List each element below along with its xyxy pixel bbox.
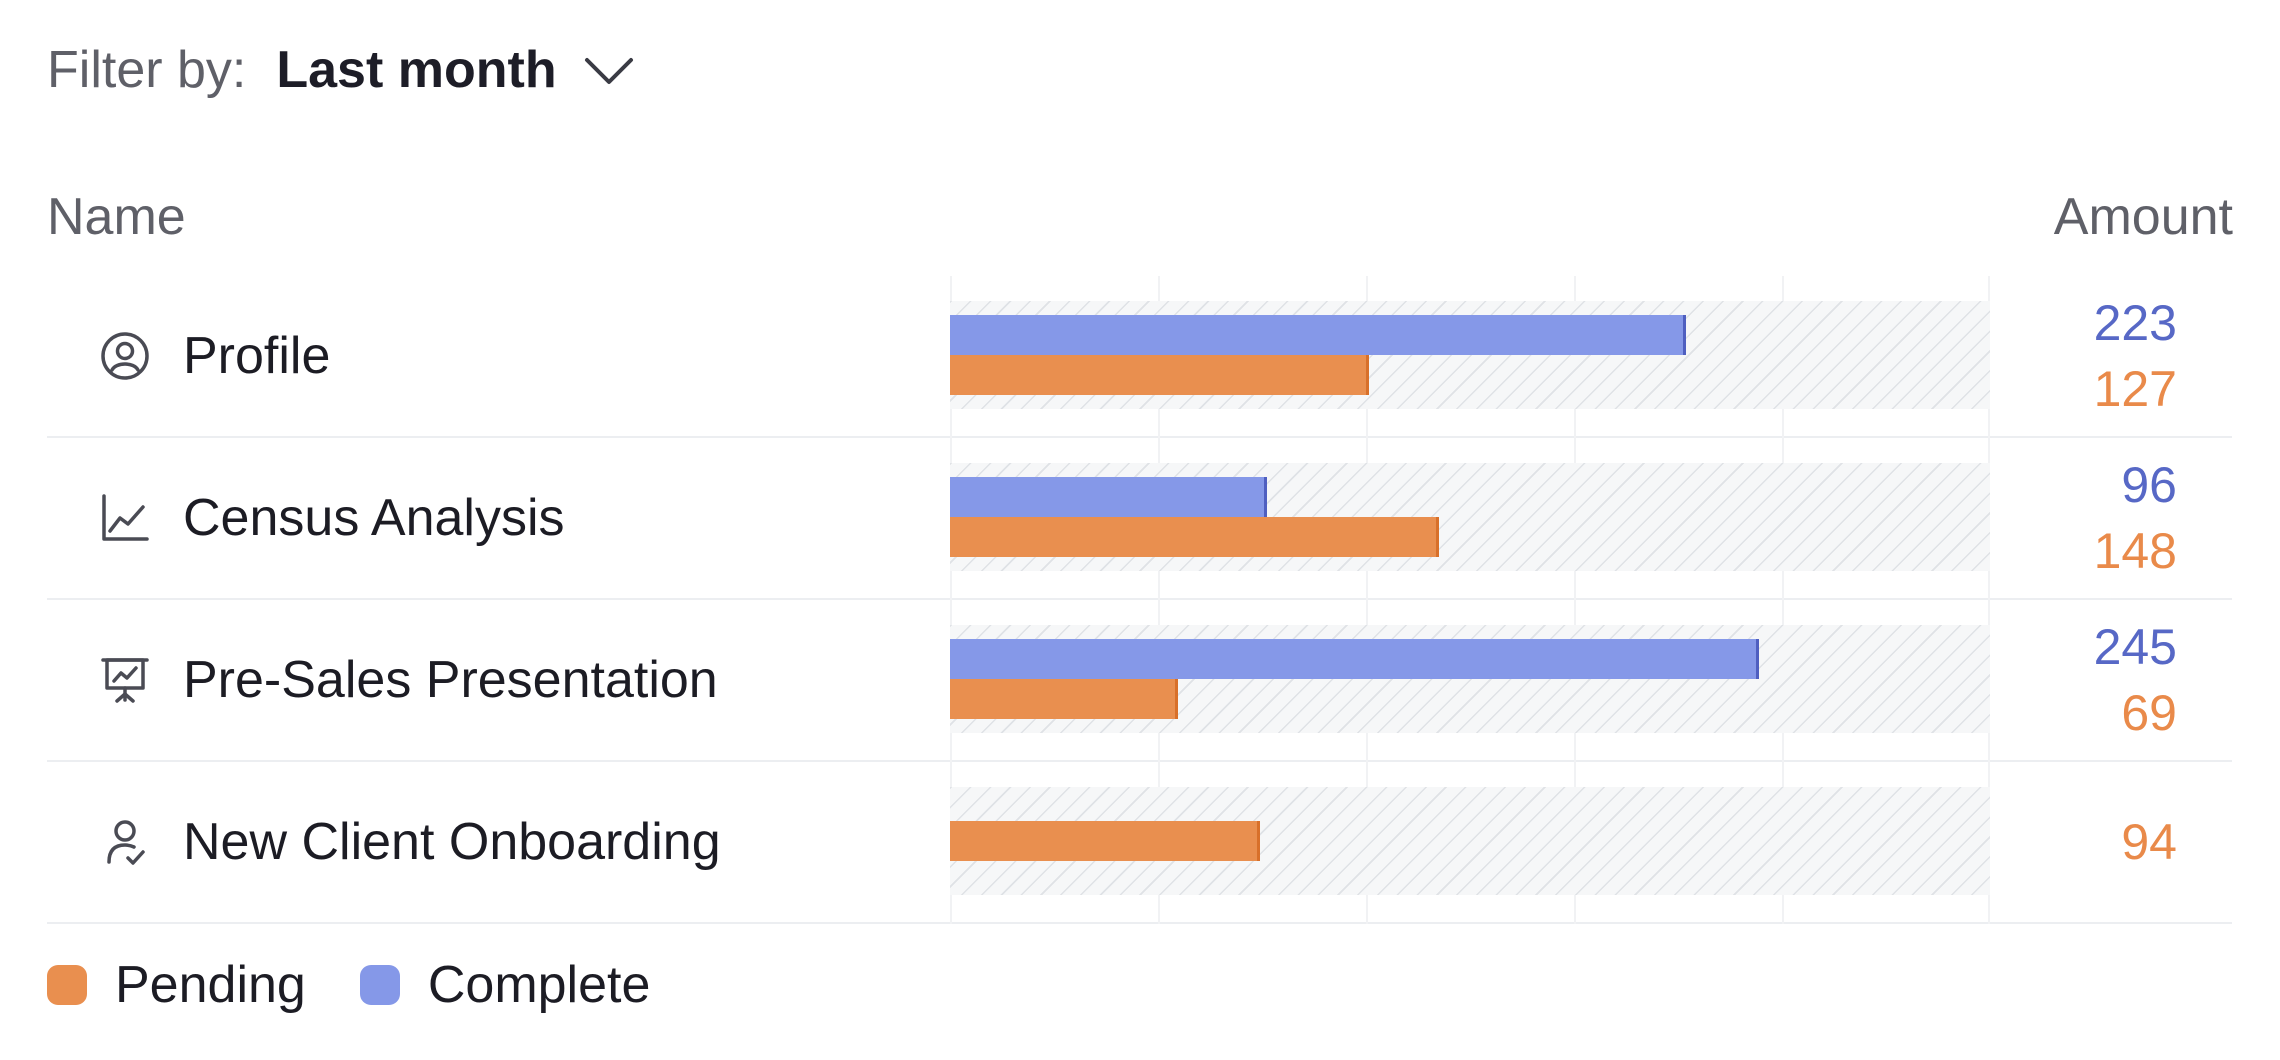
complete-amount: 223 xyxy=(2093,295,2177,351)
table-row: Census Analysis 96 148 xyxy=(47,438,2232,600)
presentation-icon xyxy=(99,654,151,706)
chevron-down-icon[interactable] xyxy=(583,50,635,90)
legend-swatch-complete xyxy=(359,965,400,1005)
row-name: Profile xyxy=(183,327,331,385)
bar-pending xyxy=(950,679,1178,719)
bar-chart-area xyxy=(950,276,1990,924)
table-row: New Client Onboarding 94 xyxy=(47,762,2232,924)
bar-complete xyxy=(950,315,1687,355)
legend-label-pending: Pending xyxy=(115,956,306,1014)
complete-amount: 96 xyxy=(2121,457,2177,513)
pending-amount: 148 xyxy=(2093,523,2177,579)
user-circle-icon xyxy=(99,330,151,382)
legend-item-complete: Complete xyxy=(359,955,651,1015)
table-row: Profile 223 127 xyxy=(47,276,2232,438)
row-name: New Client Onboarding xyxy=(183,813,721,871)
filter-row: Filter by: Last month xyxy=(47,30,635,110)
line-chart-icon xyxy=(99,492,151,544)
bar-pending xyxy=(950,517,1439,557)
row-amounts: 223 127 xyxy=(2094,290,2177,422)
user-check-icon xyxy=(99,816,151,868)
bar-pending xyxy=(950,355,1370,395)
legend-label-complete: Complete xyxy=(427,956,651,1014)
table-row: Pre-Sales Presentation 245 69 xyxy=(47,600,2232,762)
row-name: Census Analysis xyxy=(183,489,565,547)
pending-amount: 69 xyxy=(2121,685,2177,741)
legend-item-pending: Pending xyxy=(47,955,306,1015)
row-amounts: 94 xyxy=(2121,809,2177,875)
filter-value[interactable]: Last month xyxy=(276,41,557,99)
pending-amount: 127 xyxy=(2093,361,2177,417)
bar-complete xyxy=(950,477,1267,517)
row-amounts: 245 69 xyxy=(2094,614,2177,746)
legend-swatch-pending xyxy=(47,965,87,1005)
row-name: Pre-Sales Presentation xyxy=(183,651,718,709)
grid-line xyxy=(950,276,952,924)
grid-line xyxy=(1988,276,1990,924)
pending-amount: 94 xyxy=(2121,814,2177,870)
bar-complete xyxy=(950,639,1759,679)
complete-amount: 245 xyxy=(2093,619,2177,675)
filter-dropdown[interactable]: Last month xyxy=(276,40,634,100)
bar-pending xyxy=(950,821,1261,861)
grid-line xyxy=(1782,276,1784,924)
grid-line xyxy=(1574,276,1576,924)
filter-label: Filter by: xyxy=(47,41,247,99)
amount-table: Profile 223 127 Census Analysis 96 148 xyxy=(47,276,2232,924)
column-header-amount: Amount xyxy=(2053,188,2233,246)
row-amounts: 96 148 xyxy=(2094,452,2177,584)
grid-line xyxy=(1158,276,1160,924)
grid-line xyxy=(1366,276,1368,924)
chart-legend: Pending Complete xyxy=(47,955,704,1015)
column-header-name: Name xyxy=(47,188,186,246)
